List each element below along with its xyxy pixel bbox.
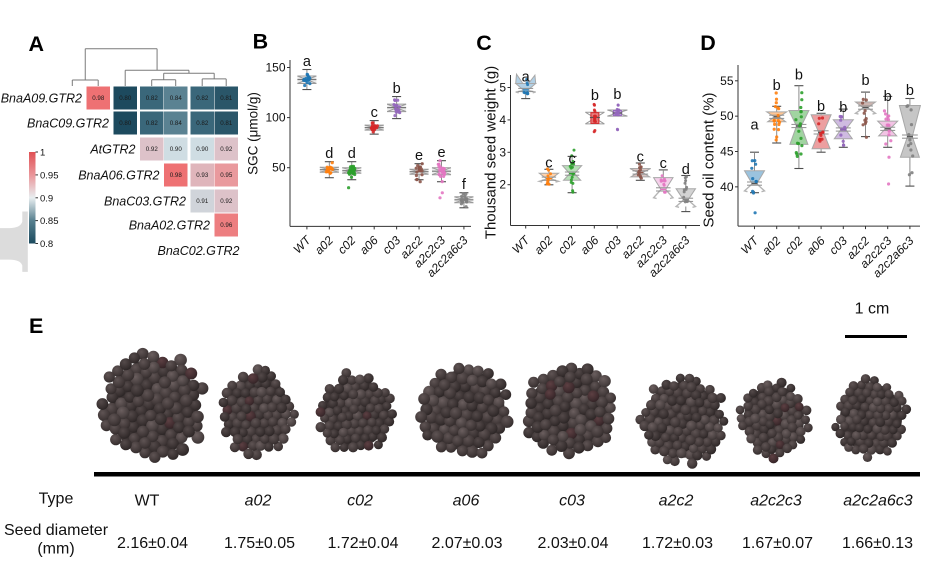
svg-text:b: b xyxy=(613,87,621,103)
svg-text:4: 4 xyxy=(499,113,506,127)
svg-text:0.9: 0.9 xyxy=(40,193,53,204)
svg-text:b: b xyxy=(817,99,825,115)
svg-text:e: e xyxy=(415,148,423,164)
svg-text:Type: Type xyxy=(39,491,74,508)
svg-text:b: b xyxy=(773,78,781,94)
svg-text:BnaA09.GTR2: BnaA09.GTR2 xyxy=(1,92,82,106)
svg-text:BnaC09.GTR2: BnaC09.GTR2 xyxy=(27,117,109,131)
svg-text:0.80: 0.80 xyxy=(119,95,132,102)
svg-text:BnaC03.GTR2: BnaC03.GTR2 xyxy=(104,195,186,209)
svg-text:1.72±0.03: 1.72±0.03 xyxy=(642,535,713,552)
svg-text:0.93: 0.93 xyxy=(196,172,209,179)
svg-text:b: b xyxy=(795,68,803,84)
svg-text:5: 5 xyxy=(499,81,506,95)
svg-text:BnaA02.GTR2: BnaA02.GTR2 xyxy=(129,219,210,233)
svg-text:A: A xyxy=(29,32,45,56)
svg-text:0.80: 0.80 xyxy=(119,120,132,127)
svg-text:0.90: 0.90 xyxy=(196,146,209,153)
svg-text:0.98: 0.98 xyxy=(170,172,183,179)
svg-text:0.81: 0.81 xyxy=(220,120,233,127)
svg-text:AtGTR2: AtGTR2 xyxy=(89,143,135,157)
svg-text:b: b xyxy=(906,83,914,99)
svg-text:c: c xyxy=(637,150,644,166)
svg-text:0.96: 0.96 xyxy=(220,222,233,229)
svg-text:0.98: 0.98 xyxy=(92,95,105,102)
svg-text:b: b xyxy=(861,73,869,89)
svg-text:0.85: 0.85 xyxy=(40,216,59,227)
svg-text:SGC (μmol/g): SGC (μmol/g) xyxy=(246,92,261,175)
svg-text:0.95: 0.95 xyxy=(40,170,59,181)
svg-text:c02: c02 xyxy=(347,493,373,510)
svg-text:0.82: 0.82 xyxy=(196,120,209,127)
svg-text:1.75±0.05: 1.75±0.05 xyxy=(224,535,295,552)
svg-text:45: 45 xyxy=(720,145,734,159)
svg-text:2.16±0.04: 2.16±0.04 xyxy=(117,535,188,552)
svg-text:c: c xyxy=(660,156,667,172)
svg-text:Thousand seed weight (g): Thousand seed weight (g) xyxy=(483,66,500,239)
svg-text:a2c2a6c3: a2c2a6c3 xyxy=(843,493,912,510)
svg-text:0.82: 0.82 xyxy=(146,95,159,102)
svg-text:1.67±0.07: 1.67±0.07 xyxy=(742,535,813,552)
svg-text:150: 150 xyxy=(265,61,285,75)
svg-text:c: c xyxy=(545,155,552,171)
svg-text:c03: c03 xyxy=(559,493,585,510)
svg-text:a: a xyxy=(750,118,759,134)
svg-text:BnaA06.GTR2: BnaA06.GTR2 xyxy=(78,169,159,183)
svg-text:E: E xyxy=(29,314,43,338)
svg-text:0.82: 0.82 xyxy=(146,120,159,127)
svg-text:50: 50 xyxy=(720,109,734,123)
svg-text:a02: a02 xyxy=(245,493,272,510)
svg-text:0.92: 0.92 xyxy=(146,146,159,153)
svg-text:100: 100 xyxy=(265,111,285,125)
svg-text:C: C xyxy=(476,31,492,55)
svg-text:2.07±0.03: 2.07±0.03 xyxy=(431,535,502,552)
svg-text:Seed diameter: Seed diameter xyxy=(4,522,109,539)
svg-text:0.8: 0.8 xyxy=(40,239,53,250)
svg-text:2: 2 xyxy=(499,178,506,192)
svg-text:c: c xyxy=(568,152,575,168)
svg-text:1 cm: 1 cm xyxy=(855,301,890,318)
svg-text:d: d xyxy=(682,162,690,178)
svg-text:D: D xyxy=(700,31,716,55)
svg-text:40: 40 xyxy=(720,180,734,194)
svg-text:b: b xyxy=(591,88,599,104)
svg-text:a2c2: a2c2 xyxy=(659,493,694,510)
svg-text:0.92: 0.92 xyxy=(220,198,233,205)
svg-text:0.84: 0.84 xyxy=(170,120,183,127)
svg-text:WT: WT xyxy=(135,493,160,510)
svg-text:50: 50 xyxy=(272,161,286,175)
svg-text:1.72±0.04: 1.72±0.04 xyxy=(327,535,398,552)
svg-text:1: 1 xyxy=(40,148,45,159)
svg-text:Seed oil content (%): Seed oil content (%) xyxy=(701,92,718,227)
svg-text:a06: a06 xyxy=(453,493,480,510)
svg-text:b: b xyxy=(393,81,401,97)
svg-text:B: B xyxy=(253,29,269,53)
svg-text:0.91: 0.91 xyxy=(196,198,209,205)
svg-text:1.66±0.13: 1.66±0.13 xyxy=(842,535,913,552)
svg-text:a: a xyxy=(522,70,531,86)
svg-text:0.92: 0.92 xyxy=(220,146,233,153)
svg-text:d: d xyxy=(348,146,356,162)
svg-text:a2c2c3: a2c2c3 xyxy=(750,493,802,510)
svg-text:e: e xyxy=(437,145,445,161)
svg-text:BnaC02.GTR2: BnaC02.GTR2 xyxy=(158,244,240,258)
svg-text:0.90: 0.90 xyxy=(170,146,183,153)
svg-text:a: a xyxy=(303,54,312,70)
svg-text:b: b xyxy=(884,89,892,105)
svg-text:55: 55 xyxy=(720,74,734,88)
svg-text:0.82: 0.82 xyxy=(196,95,209,102)
svg-text:c: c xyxy=(371,105,378,121)
svg-text:(mm): (mm) xyxy=(37,541,74,558)
svg-text:0.95: 0.95 xyxy=(220,172,233,179)
svg-text:b: b xyxy=(839,100,847,116)
svg-text:2.03±0.04: 2.03±0.04 xyxy=(537,535,608,552)
svg-text:0.81: 0.81 xyxy=(220,95,233,102)
svg-text:0.84: 0.84 xyxy=(170,95,183,102)
svg-text:3: 3 xyxy=(499,145,506,159)
svg-text:f: f xyxy=(462,177,467,193)
svg-text:d: d xyxy=(325,146,333,162)
